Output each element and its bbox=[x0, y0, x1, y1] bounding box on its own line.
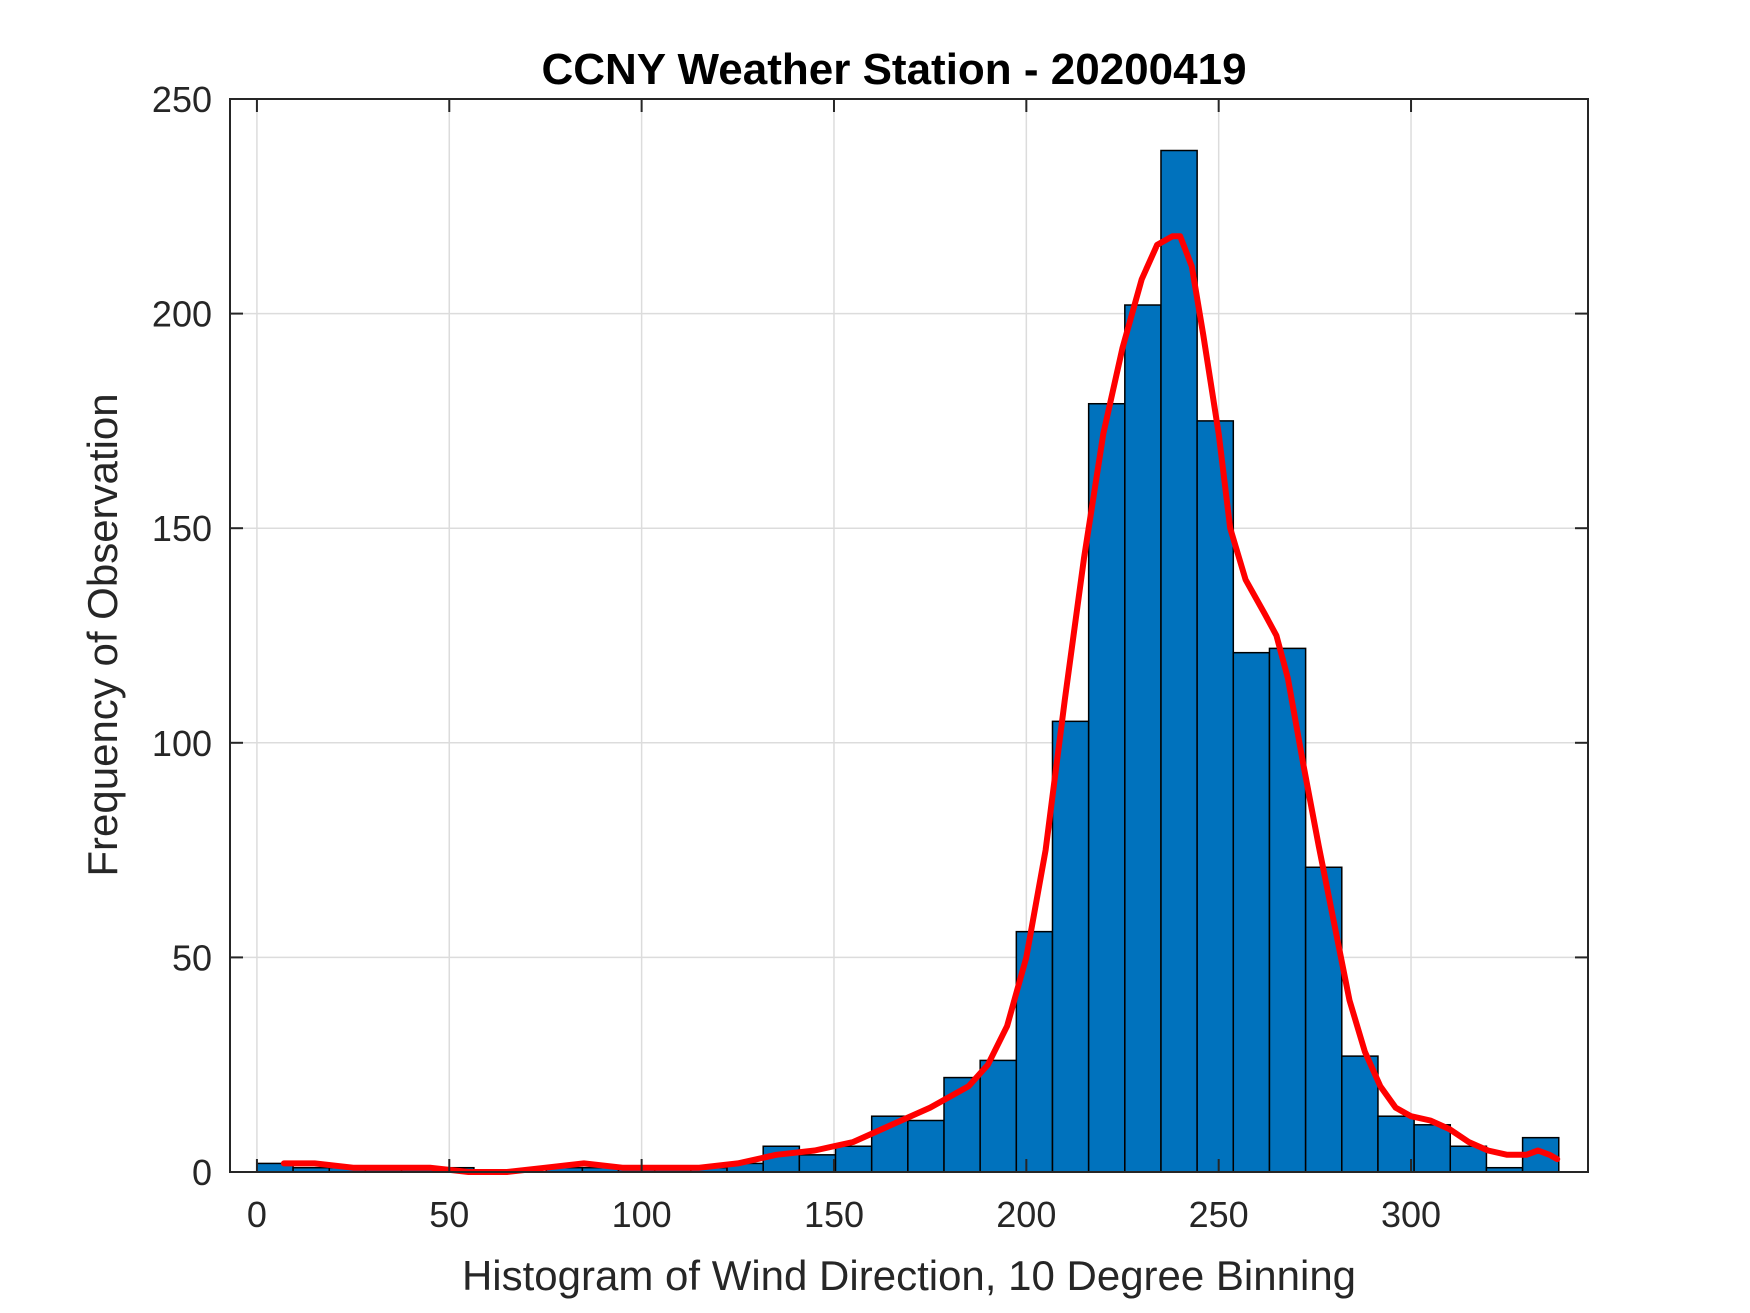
histogram-bar bbox=[798, 1154, 837, 1173]
histogram-bar bbox=[1232, 651, 1271, 1173]
histogram-bar bbox=[1051, 720, 1090, 1173]
x-tick-label: 0 bbox=[247, 1194, 267, 1235]
y-tick-label: 150 bbox=[152, 508, 212, 549]
density-curve bbox=[280, 233, 1561, 1175]
histogram-bar bbox=[1304, 866, 1343, 1173]
y-tick-label: 200 bbox=[152, 294, 212, 335]
histogram-bar bbox=[1087, 402, 1126, 1173]
x-tick-label: 150 bbox=[804, 1194, 864, 1235]
density-curve-layer bbox=[280, 233, 1561, 1175]
x-tick-label: 300 bbox=[1381, 1194, 1441, 1235]
histogram-bars bbox=[256, 149, 1560, 1173]
y-tick-label: 0 bbox=[192, 1152, 212, 1193]
histogram-bar bbox=[1268, 647, 1307, 1173]
y-axis-label: Frequency of Observation bbox=[79, 393, 126, 876]
plot-frame bbox=[229, 98, 1589, 1173]
y-tick-label: 50 bbox=[172, 937, 212, 978]
y-tick-label: 250 bbox=[152, 79, 212, 120]
grid bbox=[230, 98, 1588, 1173]
histogram-bar bbox=[907, 1119, 945, 1173]
x-tick-label: 100 bbox=[612, 1194, 672, 1235]
y-tick-labels: 0 50 100 150 200 250 bbox=[152, 79, 212, 1193]
x-tick-label: 250 bbox=[1189, 1194, 1249, 1235]
chart-title: CCNY Weather Station - 20200419 bbox=[541, 45, 1246, 94]
histogram-bar bbox=[1413, 1124, 1452, 1173]
y-tick-label: 100 bbox=[152, 723, 212, 764]
histogram-bar bbox=[979, 1059, 1018, 1173]
histogram-bar bbox=[1160, 149, 1198, 1173]
x-tick-label: 50 bbox=[429, 1194, 469, 1235]
x-tick-labels: 0 50 100 150 200 250 300 bbox=[247, 1194, 1441, 1235]
histogram-bar bbox=[1449, 1145, 1488, 1173]
axis-ticks bbox=[230, 98, 1588, 1173]
histogram-bar bbox=[1124, 304, 1162, 1173]
histogram-bar bbox=[1196, 420, 1235, 1173]
histogram-bar bbox=[834, 1145, 873, 1173]
histogram-bar bbox=[1341, 1055, 1379, 1173]
histogram-bar bbox=[1377, 1115, 1415, 1173]
x-axis-label: Histogram of Wind Direction, 10 Degree B… bbox=[462, 1252, 1356, 1299]
x-tick-label: 200 bbox=[996, 1194, 1056, 1235]
